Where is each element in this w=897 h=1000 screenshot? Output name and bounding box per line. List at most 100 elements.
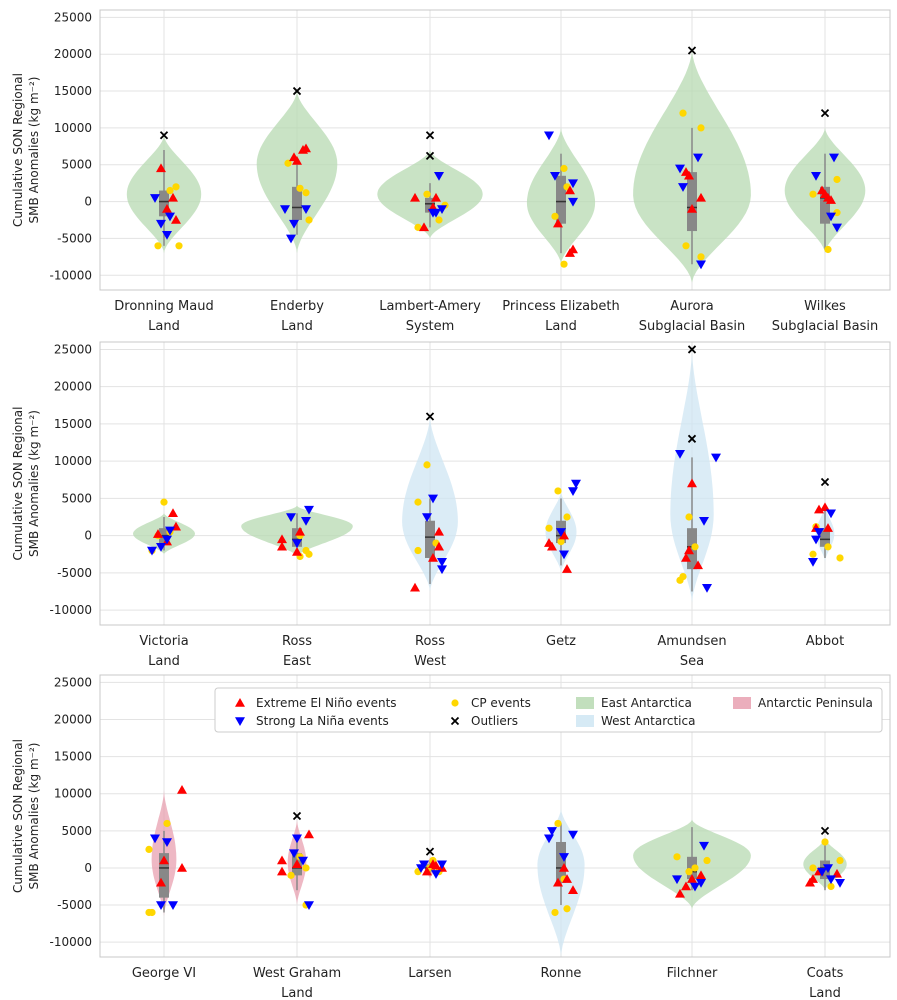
el-nino-point (805, 877, 815, 887)
box-iqr (820, 186, 830, 224)
el-nino-point (553, 218, 563, 228)
cp-point (148, 908, 156, 917)
x-tick-label: Lambert-Amery System (379, 299, 481, 334)
panel-2: -10000 -5000 0 5000 10000 15000 20000 25000 Cumu… (11, 341, 891, 669)
la-nina-point (428, 494, 438, 504)
x-tick-label: Ross East (282, 634, 312, 669)
la-nina-point (690, 882, 700, 892)
category-group: Larsen (408, 847, 452, 981)
la-nina-point (292, 539, 302, 549)
x-tick-label: West Graham Land (253, 966, 341, 1000)
el-nino-point (162, 203, 172, 213)
x-tick-label-line: West Graham (253, 966, 341, 981)
legend-label: East Antarctica (601, 696, 692, 710)
el-nino-point (292, 547, 302, 556)
la-nina-point (835, 879, 845, 888)
cp-point (554, 819, 562, 828)
cp-point (563, 513, 571, 521)
la-nina-point (823, 864, 833, 873)
la-nina-point (711, 453, 721, 463)
el-nino-point (684, 545, 694, 555)
la-nina-point (696, 879, 706, 888)
el-nino-point (562, 564, 572, 573)
el-nino-point (422, 866, 432, 876)
category-group: George VI (132, 785, 196, 981)
la-nina-point (286, 234, 296, 244)
el-nino-point (681, 552, 691, 562)
el-nino-point (277, 866, 287, 876)
cp-point (551, 212, 559, 220)
el-nino-point (277, 855, 287, 865)
x-tick-label-line: West (414, 654, 446, 669)
la-nina-point (162, 230, 172, 240)
x-tick-label: Ross West (414, 634, 446, 669)
y-tick-label: 0 (84, 529, 92, 543)
cp-point (160, 498, 168, 506)
x-tick-label-line: Wilkes (804, 299, 846, 314)
cp-point (682, 242, 690, 250)
la-nina-point (150, 194, 160, 203)
la-nina-point (696, 260, 706, 270)
la-nina-point (298, 856, 308, 866)
cp-point (145, 845, 153, 853)
legend-outlier-marker (450, 716, 460, 726)
y-tick-label: 5000 (61, 158, 92, 172)
x-tick-label-line: East (283, 654, 311, 669)
la-nina-point (437, 205, 447, 214)
box-iqr (425, 520, 435, 558)
el-nino-point (681, 167, 691, 176)
y-tick-label: -5000 (57, 231, 92, 245)
la-nina-point (419, 860, 429, 870)
x-tick-label-line: Ross (282, 634, 312, 649)
el-nino-point (168, 192, 178, 202)
x-tick-label-line: Abbot (806, 634, 844, 649)
x-tick-label: Victoria Land (139, 634, 188, 669)
cp-point (833, 175, 841, 184)
legend-label: Outliers (471, 714, 518, 728)
plot-frame (99, 9, 891, 291)
la-nina-point (437, 557, 447, 567)
cp-point (679, 109, 687, 117)
el-nino-point (295, 526, 305, 536)
x-tick-label: Getz (546, 634, 576, 649)
cp-point (302, 189, 310, 197)
y-axis-label-line: SMB Anomalies (kg m⁻²) (27, 77, 41, 224)
la-nina-point (702, 584, 712, 593)
el-nino-point (687, 203, 697, 213)
cp-point (172, 183, 180, 191)
el-nino-point (168, 508, 178, 518)
el-nino-point (687, 874, 697, 883)
cp-point (560, 260, 568, 268)
el-nino-point (156, 877, 166, 887)
el-nino-point (431, 860, 441, 870)
category-group: Enderby Land (256, 86, 338, 334)
la-nina-point (286, 513, 296, 523)
cp-point (302, 864, 310, 872)
category-group: Ross East (241, 505, 353, 669)
legend: Extreme El Niño events Strong La Niña eve… (214, 687, 883, 733)
cp-point (691, 864, 699, 872)
la-nina-point (672, 875, 682, 885)
la-nina-point (147, 546, 157, 556)
la-nina-point (280, 205, 290, 214)
la-nina-point (568, 487, 578, 496)
la-nina-point (559, 853, 569, 862)
plot-frame (99, 341, 891, 626)
la-nina-point (168, 901, 178, 911)
y-axis-label-line: Cumulative SON Regional (11, 739, 25, 893)
x-tick-label: George VI (132, 966, 196, 981)
y-tick-label: -10000 (49, 268, 92, 282)
box-iqr (159, 853, 169, 898)
legend-label: Antarctic Peninsula (758, 696, 873, 710)
panel-1: -10000 -5000 0 5000 10000 15000 20000 25000 Cumu… (11, 9, 891, 334)
cp-point (175, 242, 183, 250)
cp-point (305, 550, 313, 558)
x-tick-label-line: Land (545, 319, 577, 334)
el-nino-point (419, 222, 429, 232)
cp-point (563, 905, 571, 913)
legend-east-swatch (576, 697, 594, 709)
la-nina-point (304, 901, 314, 911)
el-nino-point (823, 523, 833, 532)
cp-point (551, 908, 559, 917)
